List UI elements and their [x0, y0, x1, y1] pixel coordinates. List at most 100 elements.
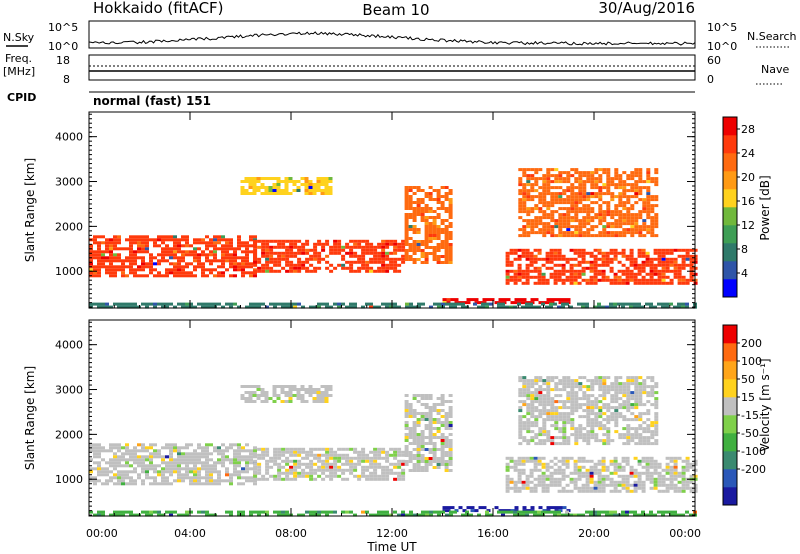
velocity-echo-cell — [558, 382, 563, 386]
velocity-echo-cell — [101, 513, 105, 517]
velocity-echo-cell — [522, 400, 527, 404]
power-echo-cell — [609, 269, 614, 273]
velocity-echo-cell — [301, 462, 306, 466]
velocity-echo-cell — [645, 513, 649, 517]
power-echo-cell — [404, 252, 409, 255]
power-echo-cell — [554, 192, 559, 196]
power-echo-cell — [557, 278, 562, 282]
velocity-echo-cell — [542, 427, 547, 431]
power-echo-cell — [229, 259, 233, 263]
power-echo-cell — [357, 239, 362, 243]
velocity-echo-cell — [562, 388, 567, 392]
power-echo-cell — [553, 254, 558, 258]
velocity-echo-cell — [546, 506, 551, 510]
power-echo-cell — [133, 305, 137, 309]
velocity-echo-cell — [562, 427, 567, 431]
velocity-echo-cell — [613, 459, 618, 463]
power-echo-cell — [277, 302, 281, 306]
power-echo-cell — [513, 248, 518, 252]
power-echo-cell — [550, 210, 555, 214]
velocity-echo-cell — [197, 458, 201, 462]
power-echo-cell — [590, 210, 595, 214]
velocity-colorbar-swatch — [723, 433, 737, 452]
velocity-echo-cell — [109, 449, 113, 453]
power-echo-cell — [333, 242, 338, 246]
velocity-echo-cell — [412, 409, 417, 412]
power-echo-cell — [297, 245, 302, 249]
y-tick-label: 3000 — [55, 176, 83, 189]
power-echo-cell — [586, 222, 591, 226]
velocity-echo-cell — [626, 376, 631, 380]
velocity-echo-cell — [137, 473, 141, 477]
power-echo-cell — [558, 298, 563, 302]
power-echo-cell — [630, 225, 635, 229]
power-echo-cell — [341, 254, 346, 258]
power-echo-cell — [249, 238, 253, 242]
power-echo-cell — [313, 266, 318, 270]
power-echo-cell — [518, 177, 523, 181]
power-echo-cell — [129, 247, 133, 251]
velocity-colorbar-tick-label: -50 — [741, 427, 759, 440]
power-echo-cell — [537, 269, 542, 273]
power-echo-cell — [281, 305, 285, 309]
velocity-echo-cell — [526, 427, 531, 431]
power-echo-cell — [557, 263, 562, 267]
power-echo-cell — [125, 238, 129, 242]
power-echo-cell — [213, 256, 217, 260]
velocity-echo-cell — [440, 415, 445, 418]
power-echo-cell — [264, 177, 269, 180]
power-echo-cell — [261, 251, 266, 255]
velocity-echo-cell — [609, 462, 614, 466]
velocity-echo-cell — [185, 513, 189, 517]
velocity-echo-cell — [634, 379, 639, 383]
power-echo-cell — [221, 244, 225, 248]
velocity-echo-cell — [440, 448, 445, 451]
power-echo-cell — [566, 225, 571, 229]
power-echo-cell — [97, 256, 101, 260]
velocity-echo-cell — [602, 424, 607, 428]
power-echo-cell — [654, 213, 659, 217]
power-echo-cell — [669, 248, 674, 252]
velocity-echo-cell — [377, 474, 382, 478]
power-echo-cell — [562, 298, 567, 302]
velocity-echo-cell — [308, 385, 313, 388]
velocity-echo-cell — [297, 513, 301, 517]
power-echo-cell — [598, 222, 603, 226]
velocity-echo-cell — [432, 466, 437, 469]
power-echo-cell — [505, 278, 510, 282]
power-echo-cell — [240, 186, 245, 189]
power-echo-cell — [373, 251, 378, 255]
velocity-echo-cell — [669, 486, 674, 490]
velocity-echo-cell — [450, 506, 455, 510]
velocity-echo-cell — [517, 486, 522, 490]
velocity-echo-cell — [113, 464, 117, 468]
power-echo-cell — [213, 235, 217, 239]
power-echo-cell — [654, 219, 659, 223]
velocity-echo-cell — [642, 430, 647, 434]
velocity-echo-cell — [605, 510, 609, 514]
power-echo-cell — [193, 253, 197, 257]
power-echo-cell — [522, 201, 527, 205]
power-echo-cell — [553, 275, 558, 279]
velocity-echo-cell — [673, 468, 678, 472]
velocity-echo-cell — [253, 471, 258, 475]
power-echo-cell — [93, 238, 97, 242]
velocity-echo-cell — [649, 456, 654, 460]
power-echo-cell — [181, 268, 185, 272]
velocity-echo-cell — [157, 510, 161, 514]
velocity-echo-cell — [385, 471, 390, 475]
power-echo-cell — [538, 201, 543, 205]
power-echo-cell — [677, 275, 682, 279]
velocity-echo-cell — [601, 468, 606, 472]
power-echo-cell — [638, 198, 643, 202]
velocity-echo-cell — [428, 397, 433, 400]
velocity-echo-cell — [253, 482, 257, 486]
velocity-echo-cell — [157, 473, 161, 477]
velocity-echo-cell — [574, 436, 579, 440]
velocity-echo-cell — [169, 482, 173, 486]
velocity-echo-cell — [654, 406, 659, 410]
velocity-echo-cell — [432, 454, 437, 457]
velocity-echo-cell — [514, 509, 519, 513]
power-echo-cell — [109, 244, 113, 248]
velocity-echo-cell — [365, 459, 370, 463]
